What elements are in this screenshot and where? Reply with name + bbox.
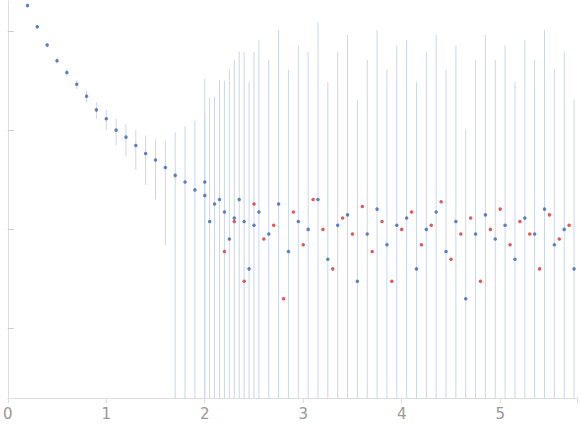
svg-text:2: 2 [200,405,210,423]
svg-text:5: 5 [495,405,505,423]
svg-text:4: 4 [397,405,407,423]
svg-text:1: 1 [101,405,111,423]
svg-text:0: 0 [3,405,13,423]
svg-text:3: 3 [298,405,308,423]
